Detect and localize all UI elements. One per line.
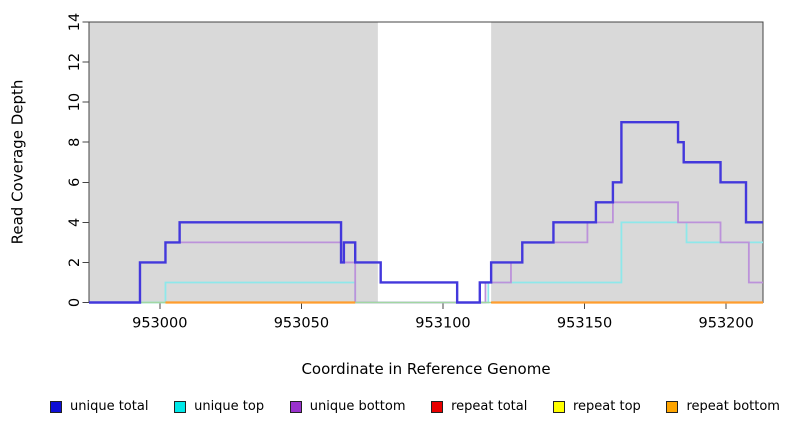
x-tick-label: 953100 xyxy=(415,316,470,332)
y-tick-label: 12 xyxy=(67,53,83,71)
legend-label: repeat top xyxy=(573,399,641,414)
x-tick-label: 953200 xyxy=(699,316,754,332)
legend-swatch-unique-top xyxy=(174,400,187,413)
legend-item-unique-top: unique top xyxy=(174,399,264,414)
legend-swatch-repeat-bottom xyxy=(666,400,679,413)
y-axis-label-text: Read Coverage Depth xyxy=(8,79,26,245)
legend-swatch-repeat-total xyxy=(431,400,444,413)
unique-top-line xyxy=(89,221,763,304)
x-tick-label: 953150 xyxy=(557,316,612,332)
legend-item-repeat-total: repeat total xyxy=(431,399,527,414)
legend-swatch-repeat-top xyxy=(553,400,565,413)
legend-swatch-unique-bottom xyxy=(289,400,302,413)
legend-label: unique total xyxy=(70,399,149,414)
y-tick-label: 0 xyxy=(67,298,83,307)
x-axis-label: Coordinate in Reference Genome xyxy=(301,360,551,378)
legend-label: repeat bottom xyxy=(686,399,780,414)
legend-item-repeat-top: repeat top xyxy=(553,399,641,414)
y-tick-label: 2 xyxy=(67,258,83,267)
x-tick-label: 953000 xyxy=(132,316,187,332)
legend-item-unique-total: unique total xyxy=(50,399,148,414)
x-tick-label: 953050 xyxy=(274,316,329,332)
legend-swatch-unique-total xyxy=(50,400,62,413)
y-tick-label: 6 xyxy=(67,178,83,187)
repeat-region-shading xyxy=(491,22,763,303)
repeat-region-shading xyxy=(89,22,378,303)
y-tick-label: 10 xyxy=(67,93,83,111)
legend-label: repeat total xyxy=(451,399,528,414)
legend-label: unique top xyxy=(194,399,265,414)
y-tick-label: 4 xyxy=(67,218,83,227)
legend: unique total unique top unique bottom repea… xyxy=(50,399,780,414)
unique-total-line xyxy=(89,120,763,304)
legend-item-repeat-bottom: repeat bottom xyxy=(666,399,780,414)
legend-label: unique bottom xyxy=(309,399,406,414)
y-tick-label: 8 xyxy=(67,138,83,147)
legend-item-unique-bottom: unique bottom xyxy=(289,399,406,414)
y-tick-label: 14 xyxy=(67,13,83,31)
